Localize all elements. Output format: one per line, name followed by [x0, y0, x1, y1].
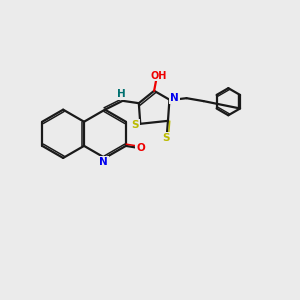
Text: S: S: [162, 133, 170, 142]
Text: S: S: [131, 120, 139, 130]
Text: H: H: [117, 89, 126, 99]
Text: N: N: [99, 157, 108, 167]
Text: O: O: [136, 143, 145, 153]
Text: N: N: [170, 93, 179, 103]
Text: OH: OH: [150, 70, 166, 80]
